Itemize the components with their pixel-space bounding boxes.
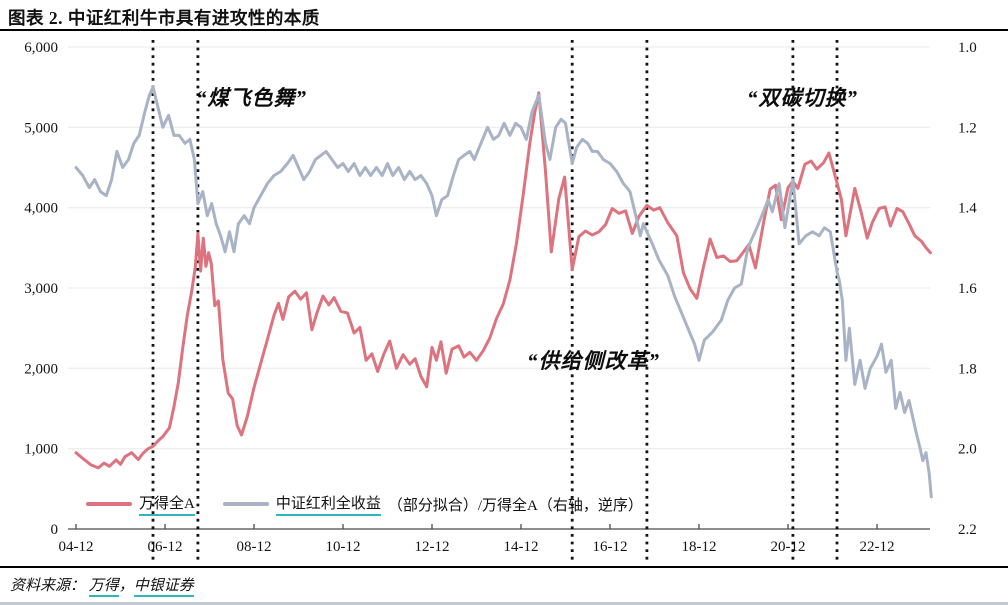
svg-text:2,000: 2,000 bbox=[24, 361, 58, 377]
legend-item: 万得全A bbox=[86, 492, 195, 516]
source-separator: ， bbox=[118, 578, 134, 594]
event-annotation: “煤飞色舞” bbox=[196, 86, 307, 110]
svg-text:1.4: 1.4 bbox=[958, 201, 977, 217]
title-divider bbox=[0, 29, 1008, 31]
svg-text:4,000: 4,000 bbox=[24, 201, 58, 217]
svg-text:12-12: 12-12 bbox=[415, 539, 450, 555]
svg-text:16-12: 16-12 bbox=[593, 539, 628, 555]
legend-line-swatch bbox=[86, 502, 132, 506]
event-annotation: “供给侧改革” bbox=[527, 349, 660, 373]
svg-text:2.2: 2.2 bbox=[958, 522, 977, 538]
svg-text:1.2: 1.2 bbox=[958, 120, 977, 136]
svg-text:3,000: 3,000 bbox=[24, 281, 58, 297]
legend-term-link[interactable]: 万得全A bbox=[139, 492, 195, 516]
footer-divider bbox=[0, 566, 1008, 568]
legend-term-link[interactable]: 中证红利全收益 bbox=[275, 492, 381, 516]
svg-text:1.0: 1.0 bbox=[958, 40, 977, 56]
chart-legend: 万得全A 中证红利全收益 （部分拟合）/万得全A（右轴，逆序） bbox=[86, 492, 643, 516]
source-line: 资料来源： 万得，中银证券 bbox=[10, 574, 194, 597]
legend-item: 中证红利全收益 （部分拟合）/万得全A（右轴，逆序） bbox=[222, 492, 643, 516]
svg-text:0: 0 bbox=[51, 522, 59, 538]
svg-text:1.8: 1.8 bbox=[958, 361, 977, 377]
svg-text:14-12: 14-12 bbox=[504, 539, 539, 555]
svg-text:2.0: 2.0 bbox=[958, 442, 977, 458]
figure-title: 图表 2. 中证红利牛市具有进攻性的本质 bbox=[8, 8, 320, 28]
svg-text:06-12: 06-12 bbox=[148, 539, 183, 555]
source-link[interactable]: 中银证券 bbox=[133, 578, 194, 597]
svg-text:04-12: 04-12 bbox=[59, 539, 94, 555]
svg-text:08-12: 08-12 bbox=[237, 539, 272, 555]
source-prefix: 资料来源： bbox=[10, 578, 86, 594]
legend-line-swatch bbox=[222, 502, 269, 506]
source-link[interactable]: 万得 bbox=[88, 578, 119, 597]
svg-text:5,000: 5,000 bbox=[24, 120, 58, 136]
page-bottom-edge bbox=[0, 602, 1008, 605]
svg-text:10-12: 10-12 bbox=[326, 539, 361, 555]
svg-text:1.6: 1.6 bbox=[958, 281, 977, 297]
event-annotation: “双碳切换” bbox=[747, 86, 858, 110]
svg-text:6,000: 6,000 bbox=[24, 40, 58, 56]
svg-text:1,000: 1,000 bbox=[24, 442, 58, 458]
svg-text:22-12: 22-12 bbox=[860, 539, 895, 555]
legend-label: （部分拟合）/万得全A（右轴，逆序） bbox=[387, 497, 643, 514]
svg-text:20-12: 20-12 bbox=[771, 539, 806, 555]
svg-text:18-12: 18-12 bbox=[682, 539, 717, 555]
